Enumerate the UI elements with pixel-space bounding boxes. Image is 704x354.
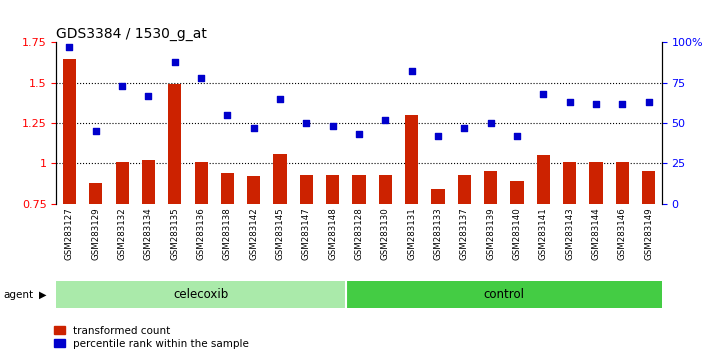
Bar	[405, 115, 418, 204]
Text: GSM283131: GSM283131	[407, 207, 416, 260]
Text: GSM283136: GSM283136	[196, 207, 206, 260]
Text: GSM283147: GSM283147	[302, 207, 311, 260]
Point	[169, 59, 180, 65]
Point	[196, 75, 207, 81]
Bar	[353, 175, 365, 204]
Point	[432, 133, 444, 139]
Bar	[326, 175, 339, 204]
Bar	[56, 281, 346, 308]
Point	[116, 83, 127, 89]
Point	[643, 99, 654, 105]
Text: GSM283135: GSM283135	[170, 207, 180, 260]
Text: GSM283137: GSM283137	[460, 207, 469, 260]
Point	[327, 124, 339, 129]
Text: GSM283140: GSM283140	[513, 207, 522, 260]
Bar	[142, 160, 155, 204]
Bar	[536, 155, 550, 204]
Bar	[563, 162, 576, 204]
Point	[248, 125, 259, 131]
Bar	[616, 162, 629, 204]
Legend: transformed count, percentile rank within the sample: transformed count, percentile rank withi…	[54, 326, 249, 349]
Point	[617, 101, 628, 107]
Text: GSM283141: GSM283141	[539, 207, 548, 260]
Point	[538, 91, 549, 97]
Text: GSM283145: GSM283145	[275, 207, 284, 260]
Bar	[89, 183, 102, 204]
Point	[406, 69, 417, 74]
Bar	[115, 162, 129, 204]
Text: celecoxib: celecoxib	[173, 288, 229, 301]
Text: GSM283130: GSM283130	[381, 207, 390, 260]
Point	[353, 131, 365, 137]
Text: GSM283139: GSM283139	[486, 207, 495, 260]
Point	[143, 93, 154, 98]
Text: control: control	[484, 288, 524, 301]
Point	[379, 117, 391, 122]
Bar	[510, 181, 524, 204]
Bar	[346, 281, 662, 308]
Point	[301, 120, 312, 126]
Text: GSM283146: GSM283146	[618, 207, 627, 260]
Bar	[168, 84, 182, 204]
Bar	[194, 162, 208, 204]
Text: GSM283149: GSM283149	[644, 207, 653, 260]
Bar	[589, 162, 603, 204]
Text: GDS3384 / 1530_g_at: GDS3384 / 1530_g_at	[56, 28, 207, 41]
Point	[222, 112, 233, 118]
Point	[564, 99, 575, 105]
Text: GSM283132: GSM283132	[118, 207, 127, 260]
Text: GSM283144: GSM283144	[591, 207, 601, 260]
Text: GSM283133: GSM283133	[434, 207, 443, 260]
Text: GSM283128: GSM283128	[355, 207, 363, 260]
Bar	[63, 58, 76, 204]
Point	[64, 45, 75, 50]
Bar	[273, 154, 287, 204]
Text: ▶: ▶	[39, 290, 46, 300]
Bar	[300, 175, 313, 204]
Text: GSM283142: GSM283142	[249, 207, 258, 260]
Point	[275, 96, 286, 102]
Bar	[221, 173, 234, 204]
Bar	[379, 175, 392, 204]
Text: GSM283134: GSM283134	[144, 207, 153, 260]
Bar	[247, 176, 260, 204]
Bar	[484, 171, 497, 204]
Text: GSM283138: GSM283138	[223, 207, 232, 260]
Point	[591, 101, 602, 107]
Text: GSM283148: GSM283148	[328, 207, 337, 260]
Point	[485, 120, 496, 126]
Text: GSM283143: GSM283143	[565, 207, 574, 260]
Point	[90, 128, 101, 134]
Bar	[458, 175, 471, 204]
Text: agent: agent	[4, 290, 34, 300]
Text: GSM283127: GSM283127	[65, 207, 74, 260]
Bar	[432, 189, 445, 204]
Bar	[642, 171, 655, 204]
Text: GSM283129: GSM283129	[92, 207, 100, 260]
Point	[511, 133, 522, 139]
Point	[459, 125, 470, 131]
